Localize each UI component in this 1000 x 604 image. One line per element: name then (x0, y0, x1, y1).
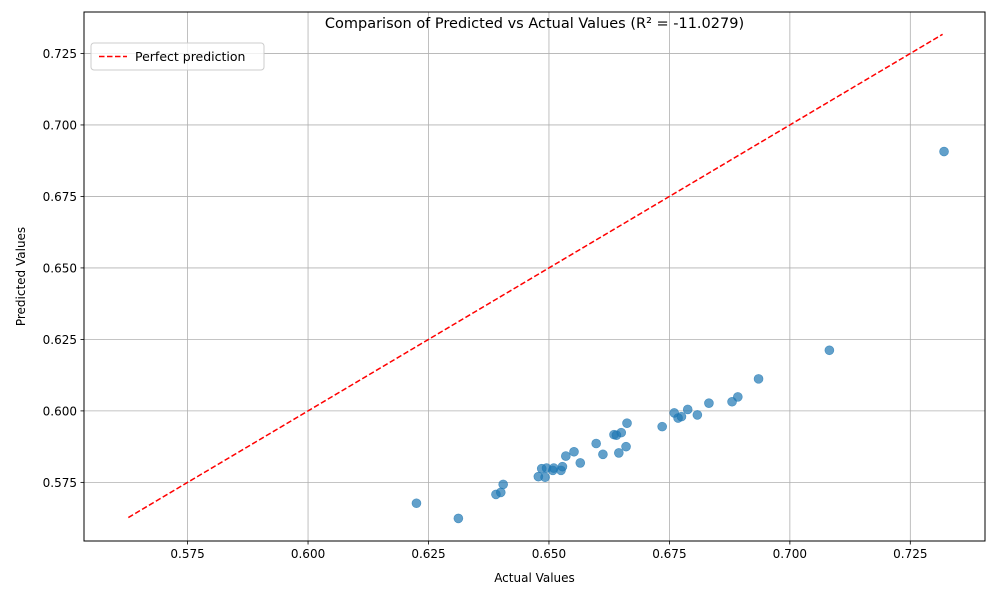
plot-frame (83, 11, 986, 542)
y-axis-ticks: 0.575 0.600 0.625 0.650 0.675 0.700 0.725 (43, 47, 84, 490)
scatter-point (753, 374, 764, 384)
x-tick-label: 0.625 (411, 547, 445, 561)
scatter-point (575, 458, 586, 468)
y-tick-label: 0.600 (43, 404, 77, 418)
y-tick-label: 0.700 (43, 118, 77, 132)
legend-box (90, 42, 265, 71)
scatter-point (622, 418, 632, 428)
scatter-point (682, 404, 693, 415)
y-axis-label: Predicted Values (14, 227, 28, 326)
scatter-point (614, 448, 624, 458)
data-points (411, 146, 949, 524)
x-tick-label: 0.725 (893, 547, 927, 561)
scatter-point (540, 472, 550, 483)
x-tick-label: 0.575 (170, 547, 204, 561)
scatter-point (569, 446, 579, 457)
scatter-point (453, 513, 464, 524)
x-axis-label: Actual Values (494, 571, 575, 585)
perfect-prediction-line-group (127, 33, 943, 519)
scatter-point (411, 498, 422, 509)
grid-lines (84, 12, 985, 541)
scatter-point (616, 427, 627, 438)
x-tick-label: 0.700 (773, 547, 807, 561)
x-axis-ticks: 0.575 0.600 0.625 0.650 0.675 0.700 0.725 (170, 541, 927, 561)
y-tick-label: 0.725 (43, 47, 77, 61)
chart-title: Comparison of Predicted vs Actual Values… (325, 16, 744, 32)
scatter-point (704, 398, 714, 408)
legend: Perfect prediction (90, 42, 265, 71)
scatter-point (692, 410, 703, 420)
perfect-prediction-line (127, 33, 943, 519)
scatter-point (557, 461, 568, 472)
scatter-point (733, 392, 743, 402)
scatter-point (495, 487, 506, 498)
scatter-point (621, 441, 631, 452)
scatter-point (676, 411, 687, 422)
y-tick-label: 0.575 (43, 476, 77, 490)
x-tick-label: 0.675 (652, 547, 686, 561)
y-tick-label: 0.675 (43, 190, 77, 204)
x-tick-label: 0.650 (532, 547, 566, 561)
scatter-point (824, 345, 835, 356)
scatter-point (657, 421, 667, 432)
scatter-point (591, 438, 601, 449)
scatter-point (939, 146, 949, 157)
scatter-point (561, 451, 571, 461)
scatter-point (598, 449, 608, 460)
x-tick-label: 0.600 (291, 547, 325, 561)
y-tick-label: 0.650 (43, 261, 77, 275)
y-tick-label: 0.625 (43, 333, 77, 347)
legend-entry-perfect-prediction: Perfect prediction (135, 49, 245, 64)
scatter-point (498, 479, 508, 490)
